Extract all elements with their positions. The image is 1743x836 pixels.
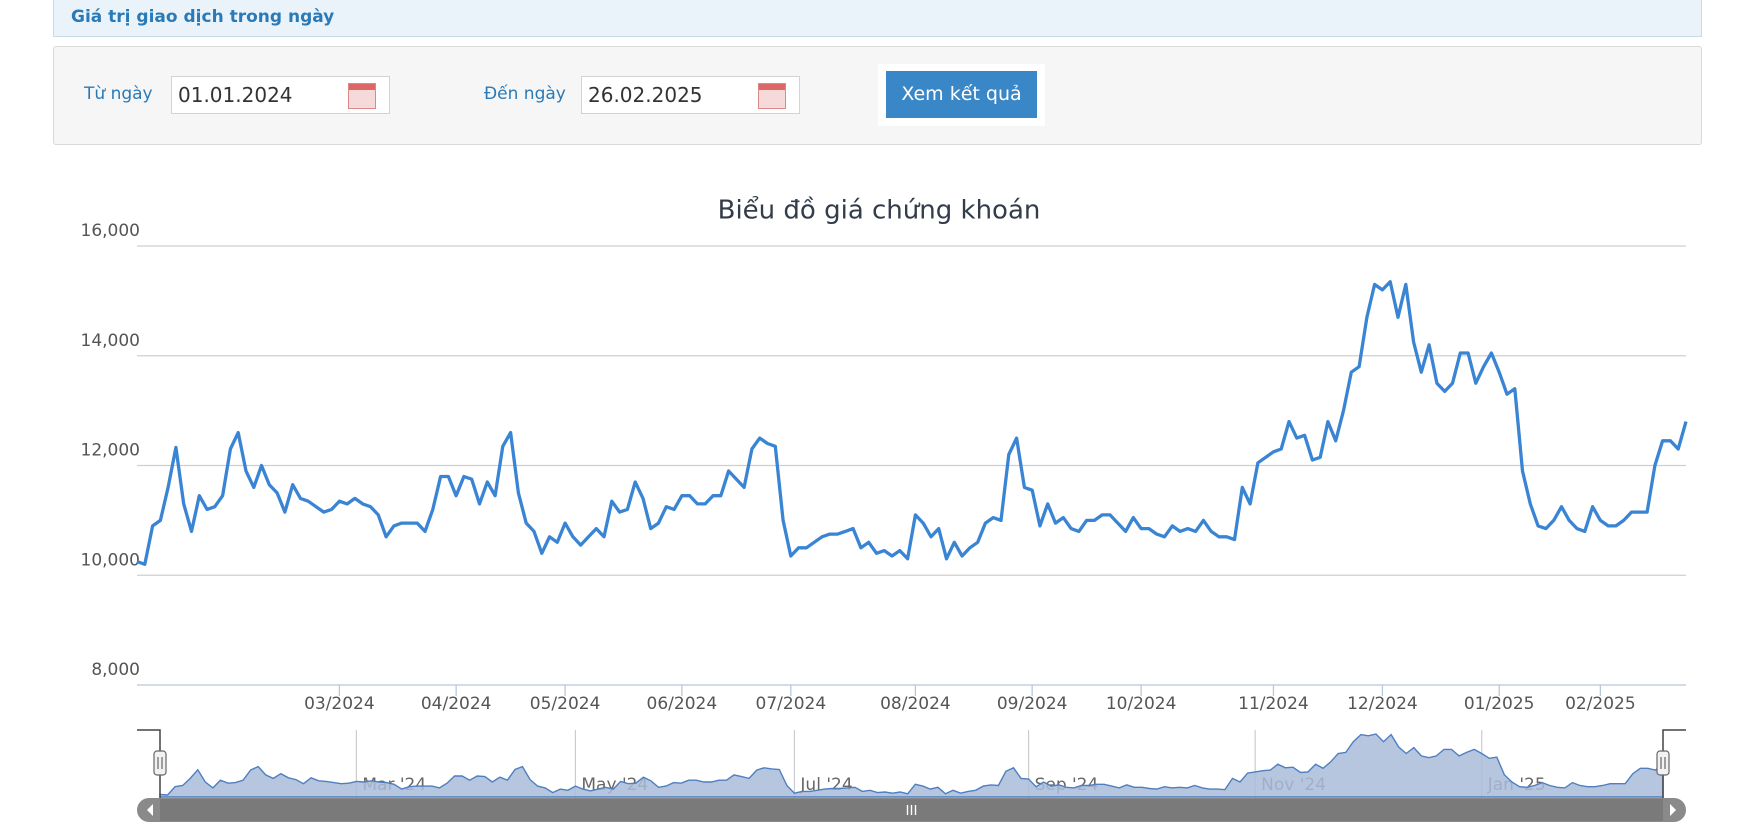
calendar-icon[interactable] — [758, 83, 786, 109]
navigator-handle — [1656, 750, 1670, 776]
x-tick-label: 06/2024 — [647, 694, 718, 714]
navigator-handle — [153, 750, 167, 776]
navigator-outline — [137, 729, 1686, 798]
navigator-label: Jan '25 — [1487, 775, 1546, 795]
navigator-label: Mar '24 — [362, 775, 426, 795]
y-tick-label: 14,000 — [81, 331, 140, 351]
x-tick-label: 11/2024 — [1238, 694, 1309, 714]
y-tick-label: 12,000 — [81, 441, 140, 461]
scrollbar-arrow-left — [147, 804, 153, 816]
y-tick-label: 8,000 — [91, 660, 140, 680]
x-tick-label: 05/2024 — [530, 694, 601, 714]
section-header: Giá trị giao dịch trong ngày — [53, 0, 1702, 37]
price-line — [136, 280, 1688, 566]
to-label: Đến ngày — [484, 84, 566, 104]
calendar-icon[interactable] — [348, 83, 376, 109]
navigator-label: Jul '24 — [799, 775, 852, 795]
to-date-input[interactable]: 26.02.2025 — [581, 76, 800, 114]
navigator-label: Sep '24 — [1035, 775, 1099, 795]
scrollbar-grip — [906, 805, 917, 815]
x-tick-label: 07/2024 — [756, 694, 827, 714]
chart-title: Biểu đồ giá chứng khoán — [718, 195, 1041, 226]
from-date-value: 01.01.2024 — [178, 83, 293, 107]
navigator-label: May '24 — [581, 775, 648, 795]
x-tick-label: 08/2024 — [880, 694, 951, 714]
x-tick-label: 04/2024 — [421, 694, 492, 714]
x-tick-label: 03/2024 — [304, 694, 375, 714]
handle-grip — [157, 757, 163, 769]
to-date-value: 26.02.2025 — [588, 83, 703, 107]
x-tick-label: 02/2025 — [1565, 694, 1636, 714]
from-date-input[interactable]: 01.01.2024 — [171, 76, 390, 114]
navigator-label: Nov '24 — [1261, 775, 1326, 795]
x-tick-label: 10/2024 — [1106, 694, 1177, 714]
scrollbar-arrow-right — [1670, 804, 1676, 816]
y-tick-label: 10,000 — [81, 550, 140, 570]
from-label: Từ ngày — [84, 84, 153, 104]
section-title: Giá trị giao dịch trong ngày — [71, 7, 335, 27]
x-tick-label: 01/2025 — [1464, 694, 1535, 714]
handle-grip — [1660, 757, 1666, 769]
scrollbar-track — [137, 798, 1686, 822]
scrollbar-thumb — [160, 799, 1663, 821]
navigator-area — [159, 733, 1664, 798]
x-tick-label: 12/2024 — [1347, 694, 1418, 714]
submit-button[interactable]: Xem kết quả — [886, 71, 1037, 118]
x-tick-label: 09/2024 — [997, 694, 1068, 714]
y-tick-label: 16,000 — [81, 221, 140, 241]
